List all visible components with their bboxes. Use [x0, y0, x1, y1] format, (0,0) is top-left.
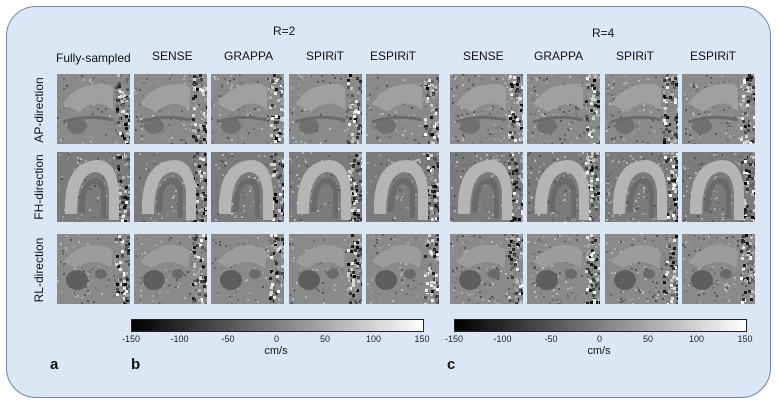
column-header-r4-espirit: ESPIRiT: [690, 49, 737, 63]
mri-tile-rl-r4-grappa: [527, 234, 600, 304]
mri-tile-ap-r4-espirit: [682, 74, 755, 144]
colorbar-r4-tick-50: 50: [642, 334, 654, 344]
mri-tile-rl-r2-espirit: [366, 234, 439, 304]
colorbar-r2: [131, 319, 424, 332]
mri-tile-fh-fully-sampled: [57, 152, 130, 222]
mri-tile-rl-r2-spirit: [289, 234, 362, 304]
column-header-r4-grappa: GRAPPA: [534, 49, 584, 63]
mri-tile-fh-r2-espirit: [366, 152, 439, 222]
column-header-r2-grappa: GRAPPA: [224, 49, 274, 63]
colorbar-r4-tick-150: 150: [737, 334, 753, 344]
colorbar-r2-tick-100: 100: [365, 334, 382, 344]
column-header-r4-spirit: SPIRiT: [616, 49, 655, 63]
group-label-r4: R=4: [592, 26, 615, 40]
colorbar-r2-tick-0: 0: [273, 334, 280, 344]
mri-tile-ap-r4-spirit: [605, 74, 678, 144]
mri-tile-ap-fully-sampled: [57, 74, 130, 144]
colorbar-r4-tick--150: -150: [444, 334, 464, 344]
column-header-r2-sense: SENSE: [152, 49, 193, 63]
mri-tile-rl-r4-spirit: [605, 234, 678, 304]
row-label-rl: RL-direction: [32, 237, 46, 303]
mri-tile-fh-r2-sense: [134, 152, 207, 222]
colorbar-unit-r4: cm/s: [587, 345, 611, 357]
mri-tile-fh-r2-spirit: [289, 152, 362, 222]
colorbar-r2-tick--150: -150: [121, 334, 141, 344]
mri-tile-ap-r4-grappa: [527, 74, 600, 144]
row-label-ap: AP-direction: [32, 77, 46, 143]
mri-tile-ap-r2-spirit: [289, 74, 362, 144]
mri-tile-fh-r4-grappa: [527, 152, 600, 222]
mri-tile-rl-r4-sense: [450, 234, 523, 304]
mri-tile-fh-r4-espirit: [682, 152, 755, 222]
panel-label-a: a: [50, 356, 59, 373]
colorbar-r4-tick-100: 100: [688, 334, 705, 344]
colorbar-r4-tick--50: -50: [544, 334, 558, 344]
group-label-r2: R=2: [273, 24, 296, 38]
colorbar-r2-tick--50: -50: [221, 334, 235, 344]
colorbar-r4-tick--100: -100: [493, 334, 512, 344]
colorbar-r2-tick-150: 150: [414, 334, 430, 344]
colorbar-r4-tick-0: 0: [596, 334, 603, 344]
mri-tile-rl-r2-sense: [134, 234, 207, 304]
colorbar-r2-tick--100: -100: [170, 334, 189, 344]
mri-tile-ap-r4-sense: [450, 74, 523, 144]
mri-tile-rl-r4-espirit: [682, 234, 755, 304]
column-header-r2-spirit: SPIRiT: [306, 49, 345, 63]
column-header-r2-espirit: ESPIRiT: [370, 49, 417, 63]
mri-tile-ap-r2-espirit: [366, 74, 439, 144]
column-header-r4-sense: SENSE: [463, 49, 504, 63]
mri-tile-ap-r2-sense: [134, 74, 207, 144]
panel-label-b: b: [131, 356, 141, 373]
mri-tile-fh-r4-sense: [450, 152, 523, 222]
row-label-fh: FH-direction: [32, 154, 46, 220]
mri-tile-rl-r2-grappa: [211, 234, 284, 304]
mri-tile-fh-r4-spirit: [605, 152, 678, 222]
colorbar-unit-r2: cm/s: [264, 345, 288, 357]
mri-tile-rl-fully-sampled: [57, 234, 130, 304]
mri-tile-fh-r2-grappa: [211, 152, 284, 222]
mri-tile-ap-r2-grappa: [211, 74, 284, 144]
column-header-fully-sampled: Fully-sampled: [56, 51, 131, 65]
colorbar-r4: [454, 319, 747, 332]
panel-label-c: c: [447, 356, 456, 373]
colorbar-r2-tick-50: 50: [319, 334, 331, 344]
